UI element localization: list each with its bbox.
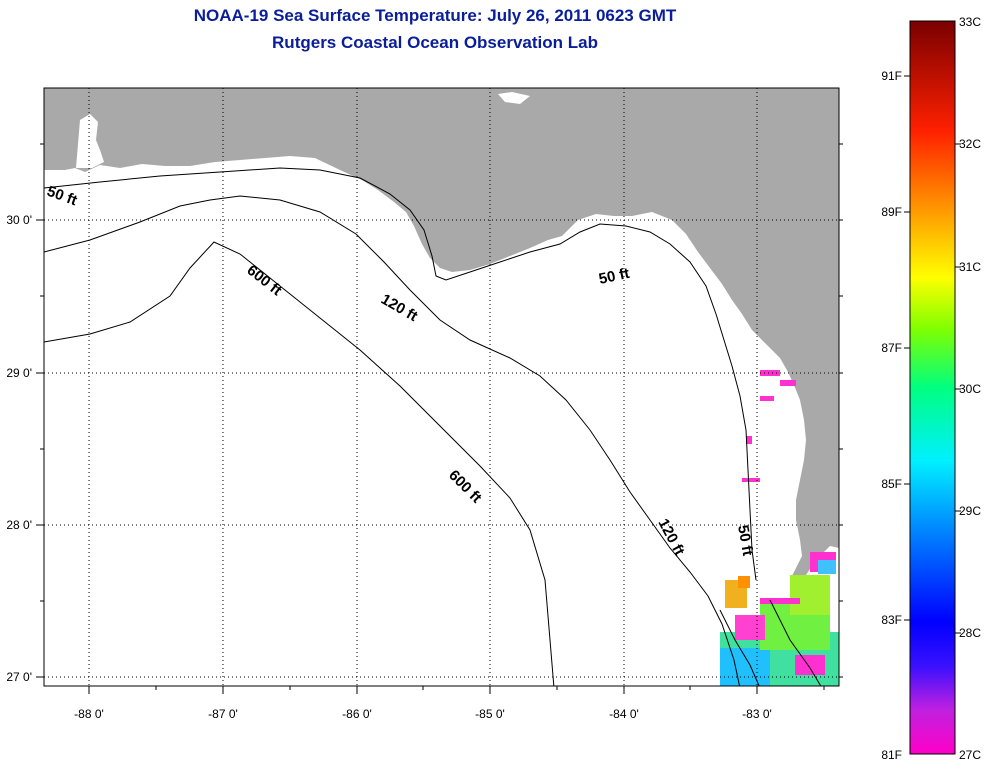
axis-ticks (36, 143, 843, 694)
contour-offshore (719, 609, 760, 686)
contour-offshore-2 (769, 599, 822, 686)
colorbar-f-label: 81F (881, 748, 902, 762)
colorbar-f-label: 91F (881, 69, 902, 83)
lat-tick-label: 29 0' (6, 366, 32, 380)
lat-tick-label: 27 0' (6, 670, 32, 684)
contour-50ft (44, 167, 757, 581)
map-subtitle: Rutgers Coastal Ocean Observation Lab (272, 33, 598, 52)
map-title: NOAA-19 Sea Surface Temperature: July 26… (193, 6, 677, 25)
land-mass (44, 88, 839, 586)
colorbar-c-label: 33C (959, 15, 981, 29)
lon-tick-label: -86 0' (342, 707, 372, 721)
lon-tick-label: -84 0' (609, 707, 639, 721)
contour-label-50ft: 50 ft (597, 265, 631, 288)
temperature-colorbar: 91F 89F 87F 85F 83F 81F 33C 32C 31C 30C … (881, 15, 981, 762)
mobile-bay (76, 114, 104, 168)
map-frame (44, 88, 839, 686)
lon-tick-label: -88 0' (74, 707, 104, 721)
colorbar-f-label: 89F (881, 205, 902, 219)
colorbar-c-label: 28C (959, 626, 981, 640)
lake-fragment (498, 92, 530, 104)
colorbar-c-label: 32C (959, 137, 981, 151)
contour-600ft (44, 241, 555, 686)
contour-label-50ft: 50 ft (734, 524, 756, 557)
colorbar-f-label: 83F (881, 613, 902, 627)
lon-tick-label: -85 0' (475, 707, 505, 721)
colorbar-c-label: 30C (959, 382, 981, 396)
lon-tick-label: -87 0' (208, 707, 238, 721)
colorbar-c-label: 27C (959, 748, 981, 762)
sst-data (720, 370, 839, 686)
lon-tick-label: -83 0' (742, 707, 772, 721)
graticule (44, 88, 839, 686)
colorbar-f-label: 85F (881, 477, 902, 491)
lat-tick-label: 28 0' (6, 518, 32, 532)
colorbar-c-label: 29C (959, 504, 981, 518)
colorbar-c-label: 31C (959, 260, 981, 274)
colorbar-f-label: 87F (881, 341, 902, 355)
lat-tick-label: 30 0' (6, 213, 32, 227)
